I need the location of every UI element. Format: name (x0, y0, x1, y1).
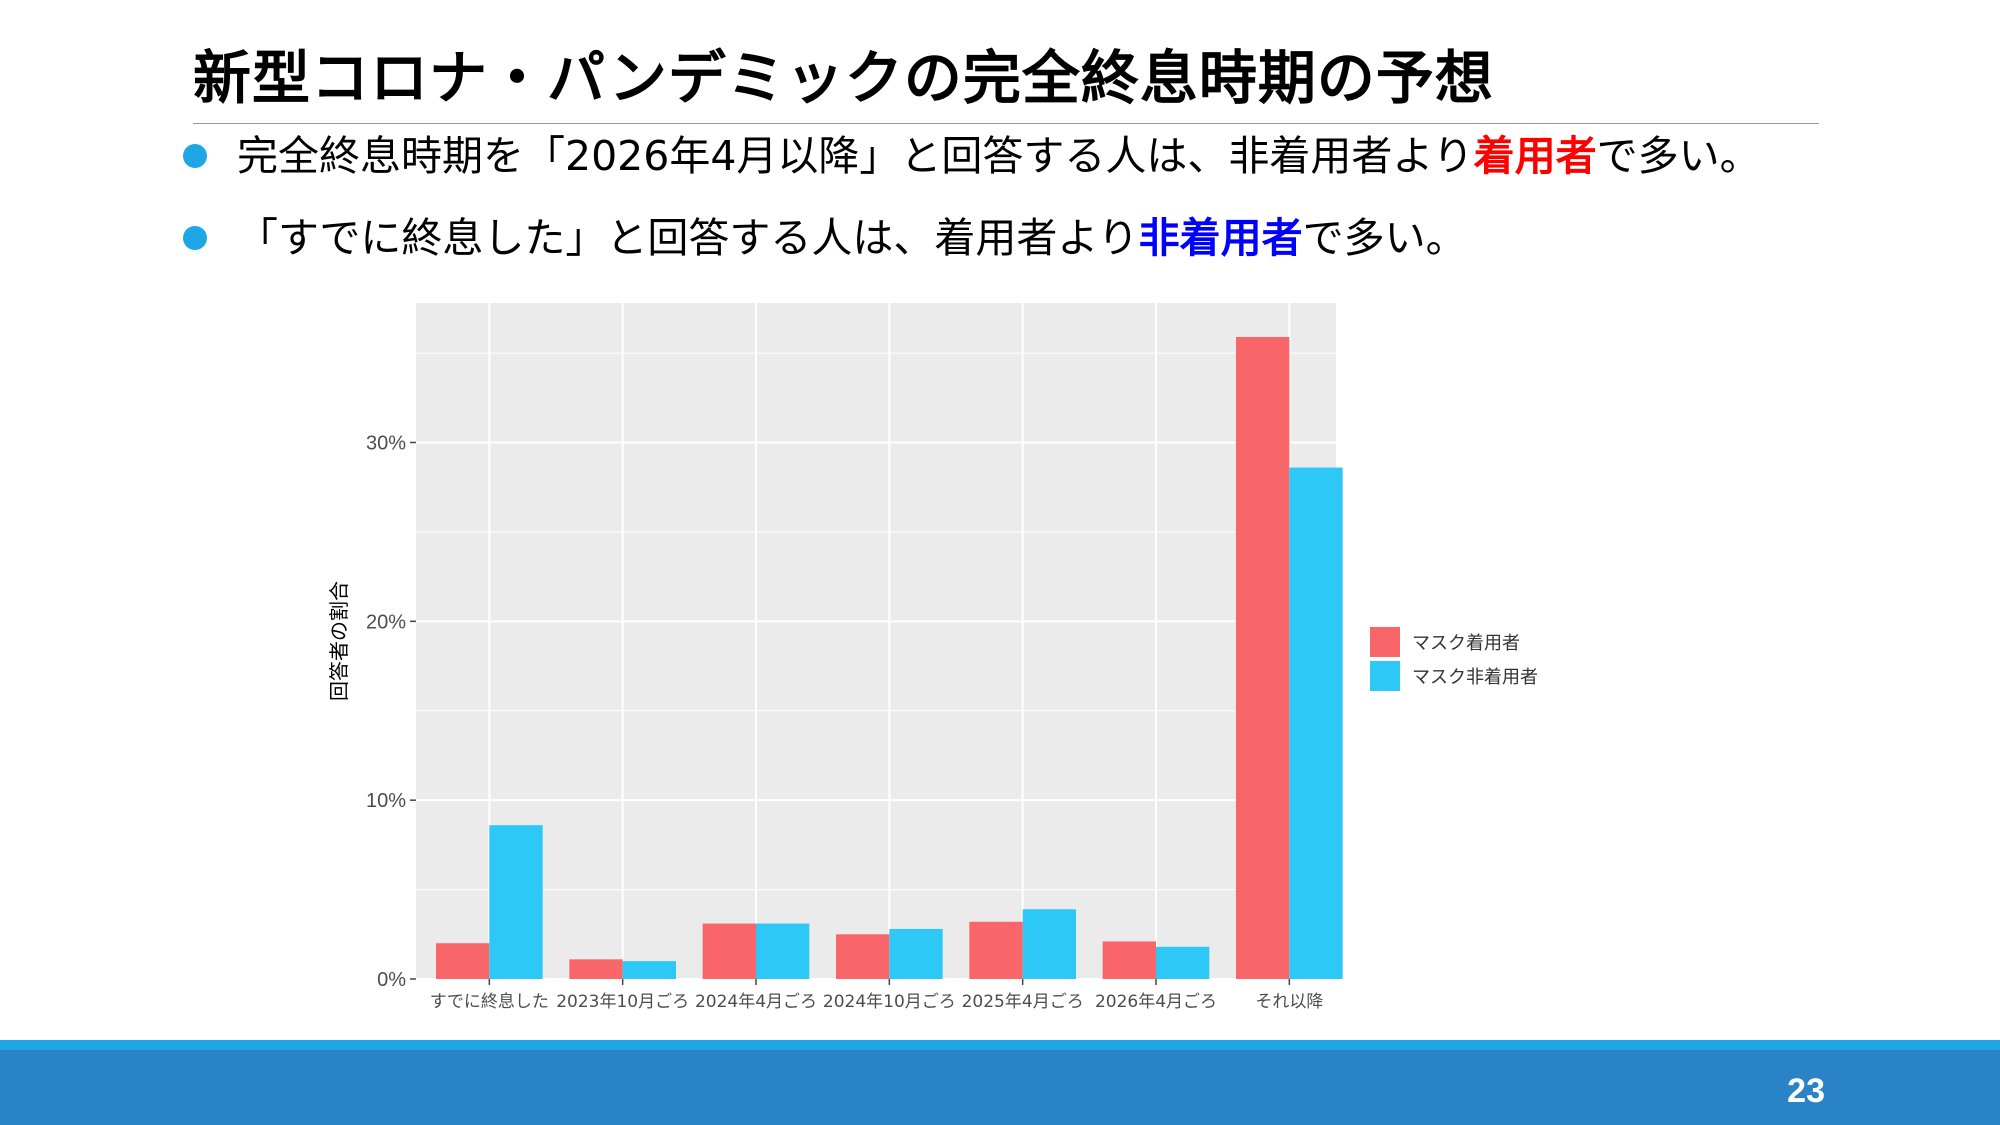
bar-masked-1 (569, 959, 623, 979)
x-tick-label: すでに終息した (430, 992, 549, 1012)
bar-unmasked-4 (1022, 909, 1076, 979)
bullet-item-1: 完全終息時期を「2026年4月以降」と回答する人は、非着用者より 着用者 で多い。 (183, 128, 1761, 184)
y-tick-label: 30% (366, 432, 406, 454)
y-tick-label: 0% (377, 969, 406, 991)
page-number: 23 (1787, 1072, 1825, 1110)
x-tick-label: 2024年4月ごろ (695, 992, 817, 1012)
bar-chart: 0% 10% 20% 30% すでに終息した 2023年10月ごろ 2024年4月ごろ 202… (327, 303, 1538, 1012)
bullet-1-emphasis: 着用者 (1473, 132, 1597, 180)
bar-unmasked-5 (1156, 946, 1210, 979)
bar-masked-0 (436, 943, 490, 979)
bullet-item-2: 「すでに終息した」と回答する人は、着用者より 非着用者 で多い。 (183, 210, 1467, 266)
bar-masked-3 (836, 934, 890, 979)
y-axis-title: 回答者の割合 (327, 581, 351, 701)
title-divider (193, 123, 1819, 124)
legend-label: マスク非着用者 (1412, 667, 1538, 688)
bar-unmasked-0 (489, 825, 543, 979)
bullet-dot-icon (183, 226, 207, 250)
bullet-2-tail: で多い。 (1302, 214, 1467, 262)
x-tick-label: 2024年10月ごろ (823, 992, 956, 1012)
footer-accent-stripe (0, 1040, 2000, 1050)
x-tick-label: それ以降 (1255, 992, 1323, 1012)
bullet-dot-icon (183, 144, 207, 168)
footer-bar (0, 1050, 2000, 1125)
x-tick-label: 2026年4月ごろ (1095, 992, 1217, 1012)
bullet-1-text: 完全終息時期を「2026年4月以降」と回答する人は、非着用者より (237, 132, 1474, 180)
bar-masked-6 (1236, 336, 1290, 979)
y-tick-label: 20% (366, 611, 406, 633)
bar-unmasked-1 (622, 961, 676, 979)
legend-swatch (1370, 661, 1400, 691)
legend-label: マスク着用者 (1412, 633, 1520, 654)
bar-masked-2 (702, 923, 756, 979)
bar-unmasked-6 (1289, 467, 1343, 979)
bullet-1-tail: で多い。 (1596, 132, 1761, 180)
bar-unmasked-3 (889, 928, 943, 979)
bullet-2-emphasis: 非着用者 (1138, 214, 1303, 262)
bar-masked-4 (969, 921, 1023, 979)
slide-title: 新型コロナ・パンデミックの完全終息時期の予想 (193, 44, 1494, 112)
bar-masked-5 (1102, 941, 1156, 979)
bullet-2-text: 「すでに終息した」と回答する人は、着用者より (237, 214, 1139, 262)
x-tick-label: 2023年10月ごろ (556, 992, 689, 1012)
plot-panel (416, 303, 1336, 979)
x-tick-label: 2025年4月ごろ (962, 992, 1084, 1012)
bar-unmasked-2 (756, 923, 810, 979)
y-tick-label: 10% (366, 790, 406, 812)
legend-swatch (1370, 627, 1400, 657)
